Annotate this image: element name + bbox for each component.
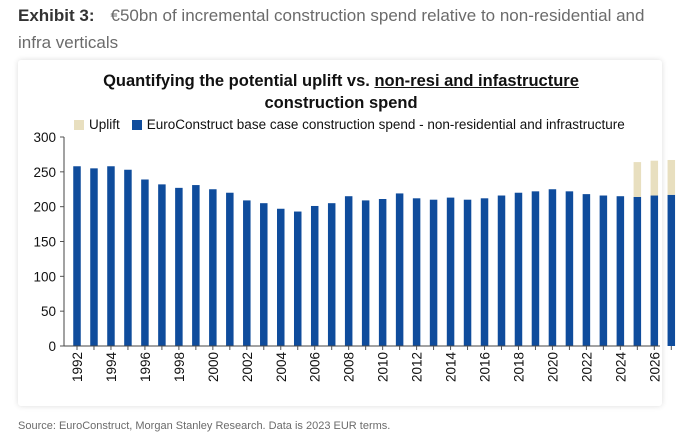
legend-label-uplift: Uplift [89,117,120,132]
y-tick-label: 100 [33,269,56,284]
x-tick-label: 2008 [342,352,357,382]
legend-swatch-uplift [74,119,84,130]
bar-base-2023 [599,195,608,346]
legend-item-uplift: Uplift [74,117,120,132]
x-tick-label: 1996 [138,352,153,382]
chart-legend: Uplift EuroConstruct base case construct… [74,117,637,132]
chart-title-underlined: non-resi and infastructure [374,72,579,90]
exhibit-label: Exhibit 3: [18,6,95,25]
bar-base-2004 [277,208,285,346]
x-tick-label: 2026 [647,352,662,382]
y-tick-label: 250 [33,165,56,180]
x-tick-label: 2006 [308,352,323,382]
bar-uplift-2026 [650,160,659,196]
bar-base-2008 [344,196,353,346]
bar-base-1999 [192,185,200,346]
bar-base-2026 [650,195,659,346]
legend-swatch-base [131,119,142,130]
x-tick-label: 2012 [410,352,425,382]
bar-base-2011 [395,193,404,346]
bar-base-2021 [565,191,574,346]
bar-base-2027 [667,194,676,346]
x-tick-label: 2022 [579,352,594,382]
x-tick-label: 1994 [104,352,119,383]
x-tick-label: 1992 [70,352,85,382]
legend-item-base: EuroConstruct base case construction spe… [131,117,625,132]
x-tick-label: 2010 [376,352,391,382]
y-tick-label: 50 [41,304,56,319]
bar-base-2025 [633,196,642,346]
bar-uplift-2025 [633,162,642,197]
bar-base-2024 [616,196,625,346]
bar-uplift-2027 [667,159,676,195]
x-tick-label: 2020 [545,352,560,382]
bar-base-1996 [141,179,149,346]
bar-base-2007 [327,203,336,346]
x-tick-label: 2024 [613,352,628,383]
x-tick-label: 2018 [511,352,526,382]
x-tick-label: 2004 [274,352,289,383]
bar-base-1994 [107,166,115,346]
bar-base-2012 [412,198,421,346]
chart-title-plain: Quantifying the potential uplift vs. [103,72,375,90]
bar-base-2019 [531,191,540,346]
bar-base-2002 [243,200,251,346]
bar-base-2016 [480,198,489,346]
bar-base-2010 [378,199,387,346]
bar-base-2000 [209,189,217,346]
bar-base-1998 [175,187,183,346]
y-tick-label: 0 [48,339,56,354]
y-tick-label: 150 [33,235,56,250]
exhibit-caption: Exhibit 3: €50bn of incremental construct… [18,2,668,56]
source-note: Source: EuroConstruct, Morgan Stanley Re… [18,420,391,432]
x-tick-label: 2014 [444,352,459,383]
legend-label-base: EuroConstruct base case construction spe… [146,117,625,132]
x-tick-label: 2000 [206,352,221,382]
bar-base-2018 [514,192,523,346]
chart-title-line2: construction spend [264,94,418,112]
bar-base-2022 [582,194,591,346]
bar-base-2014 [446,197,455,346]
bar-base-2009 [361,200,370,346]
bar-base-2005 [293,211,302,346]
bar-base-2006 [310,205,319,346]
bar-base-2017 [497,195,506,346]
bar-base-2020 [548,189,557,346]
bar-base-1993 [90,168,98,346]
bar-base-2013 [429,199,438,346]
x-tick-label: 1998 [172,352,187,382]
bar-base-1995 [124,169,132,346]
bar-base-1992 [73,166,81,346]
y-tick-label: 300 [33,130,56,145]
x-tick-label: 2016 [478,352,493,382]
bar-base-2001 [226,192,234,346]
x-tick-label: 2002 [240,352,255,382]
bar-base-2015 [463,199,472,346]
chart-title: Quantifying the potential uplift vs. non… [0,70,682,114]
bar-base-1997 [158,184,166,346]
bar-base-2003 [260,203,268,346]
exhibit-text: €50bn of incremental construction spend … [18,6,645,52]
y-tick-label: 200 [33,200,56,215]
